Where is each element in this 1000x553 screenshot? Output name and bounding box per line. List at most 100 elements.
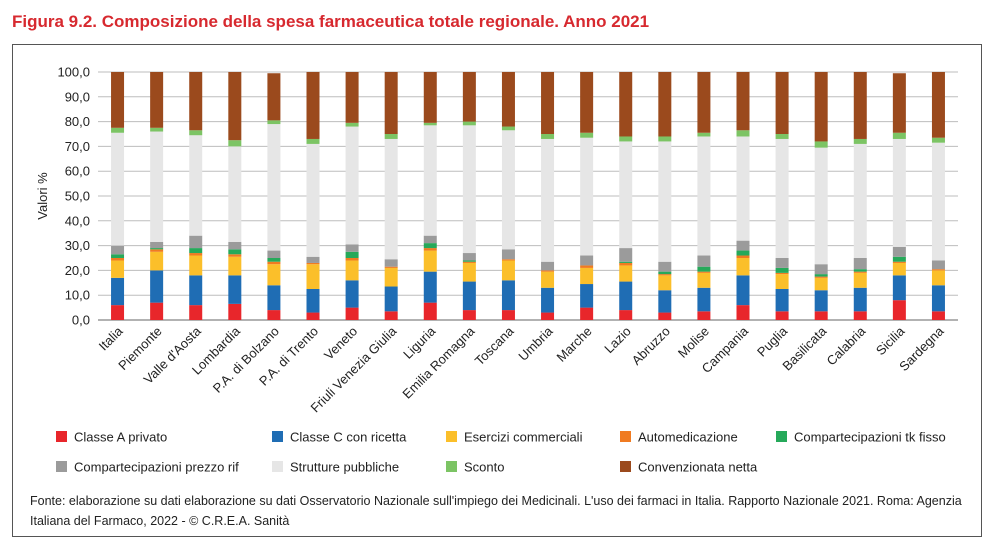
bar-segment (189, 305, 203, 320)
bar-stack (775, 72, 789, 320)
bar-segment (462, 262, 476, 282)
bar-stack (892, 73, 906, 320)
bar-segment (853, 269, 867, 272)
x-tick-label: Sicilia (873, 323, 908, 358)
bar-segment (150, 248, 164, 250)
bar-segment (267, 124, 281, 251)
bar-stack (853, 72, 867, 320)
x-tick-label: Italia (96, 323, 127, 354)
bar-stack (931, 72, 945, 320)
bar-segment (111, 260, 125, 278)
legend-label: Compartecipazioni prezzo rif (74, 460, 239, 475)
y-tick-label: 70,0 (65, 139, 90, 154)
bar-segment (462, 121, 476, 126)
bar-segment (345, 280, 359, 308)
bar-segment (658, 261, 672, 272)
bar-segment (228, 303, 242, 320)
bar-segment (697, 266, 711, 272)
bar-segment (150, 249, 164, 252)
y-tick-label: 40,0 (65, 213, 90, 228)
bar-segment (580, 265, 594, 268)
bar-segment (814, 141, 828, 148)
bar-segment (775, 72, 789, 134)
bar-segment (345, 260, 359, 281)
bar-segment (541, 271, 555, 288)
bar-segment (775, 311, 789, 320)
bar-segment (619, 265, 633, 282)
bar-stack (697, 72, 711, 320)
bar-segment (189, 275, 203, 306)
bar-segment (384, 259, 398, 267)
bar-segment (619, 141, 633, 249)
bar-segment (619, 72, 633, 137)
bar-segment (150, 270, 164, 303)
legend-item: Classe C con ricetta (272, 430, 407, 445)
bar-segment (619, 136, 633, 142)
bar-segment (267, 310, 281, 320)
bar-segment (189, 253, 203, 256)
bar-segment (658, 271, 672, 275)
legend-item: Strutture pubbliche (272, 460, 399, 475)
bar-stack (736, 72, 750, 320)
bar-segment (228, 249, 242, 255)
x-tick-label: Lazio (601, 324, 634, 357)
bar-segment (853, 311, 867, 320)
bar-stack (814, 72, 828, 320)
bar-segment (892, 73, 906, 133)
bar-segment (853, 143, 867, 258)
bar-segment (697, 72, 711, 133)
legend-item: Classe A privato (56, 430, 167, 445)
legend-swatch (446, 431, 457, 442)
legend-label: Strutture pubbliche (290, 460, 399, 475)
bar-segment (736, 255, 750, 258)
bar-segment (892, 246, 906, 257)
bar-segment (931, 137, 945, 143)
bar-segment (892, 132, 906, 139)
bar-segment (736, 305, 750, 320)
bar-segment (384, 311, 398, 320)
bar-segment (228, 275, 242, 304)
bar-segment (423, 302, 437, 320)
bar-segment (931, 269, 945, 271)
bar-segment (697, 311, 711, 320)
bar-segment (384, 72, 398, 134)
y-tick-label: 0,0 (72, 313, 90, 328)
bar-segment (697, 132, 711, 137)
bar-segment (150, 302, 164, 320)
bar-segment (619, 261, 633, 263)
bar-segment (189, 248, 203, 254)
legend-swatch (56, 461, 67, 472)
x-tick-label: Abruzzo (629, 324, 673, 368)
bar-segment (501, 72, 515, 127)
bar-segment (345, 244, 359, 252)
legend-label: Convenzionata netta (638, 460, 758, 475)
bar-segment (580, 284, 594, 308)
bar-segment (775, 272, 789, 275)
bar-stack (580, 72, 594, 320)
legend-swatch (776, 431, 787, 442)
bar-segment (189, 130, 203, 136)
bar-segment (580, 132, 594, 138)
legend-swatch (446, 461, 457, 472)
bar-segment (111, 245, 125, 255)
bar-segment (462, 125, 476, 254)
bar-segment (267, 73, 281, 121)
bars (111, 72, 945, 320)
bar-segment (501, 126, 515, 131)
legend: Classe A privato Classe C con ricetta Eser… (56, 430, 946, 475)
bar-segment (775, 134, 789, 139)
y-tick-label: 10,0 (65, 288, 90, 303)
bar-stack (462, 72, 476, 320)
figure-frame (12, 44, 982, 537)
bar-segment (306, 262, 320, 265)
bar-segment (111, 127, 125, 133)
bar-segment (345, 122, 359, 127)
x-tick-label: Marche (553, 324, 594, 365)
legend-swatch (56, 431, 67, 442)
bar-segment (697, 287, 711, 312)
bar-segment (892, 261, 906, 263)
y-axis-label: Valori % (35, 172, 50, 220)
bar-segment (228, 140, 242, 147)
bar-segment (814, 147, 828, 265)
